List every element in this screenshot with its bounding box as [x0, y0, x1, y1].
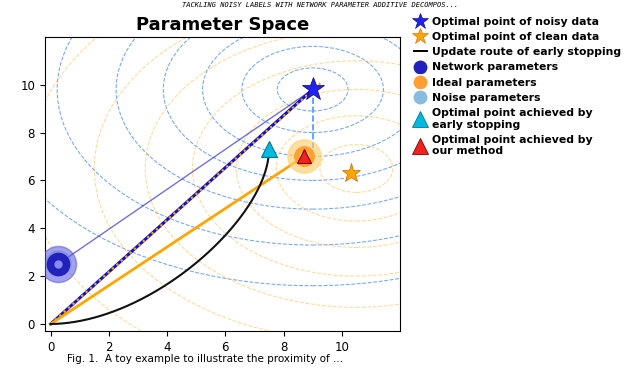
Legend: Optimal point of noisy data, Optimal point of clean data, Update route of early : Optimal point of noisy data, Optimal poi… [412, 15, 624, 159]
Text: TACKLING NOISY LABELS WITH NETWORK PARAMETER ADDITIVE DECOMPOS...: TACKLING NOISY LABELS WITH NETWORK PARAM… [182, 2, 458, 8]
Title: Parameter Space: Parameter Space [136, 16, 309, 34]
Text: Fig. 1.  A toy example to illustrate the proximity of ...: Fig. 1. A toy example to illustrate the … [67, 354, 343, 364]
